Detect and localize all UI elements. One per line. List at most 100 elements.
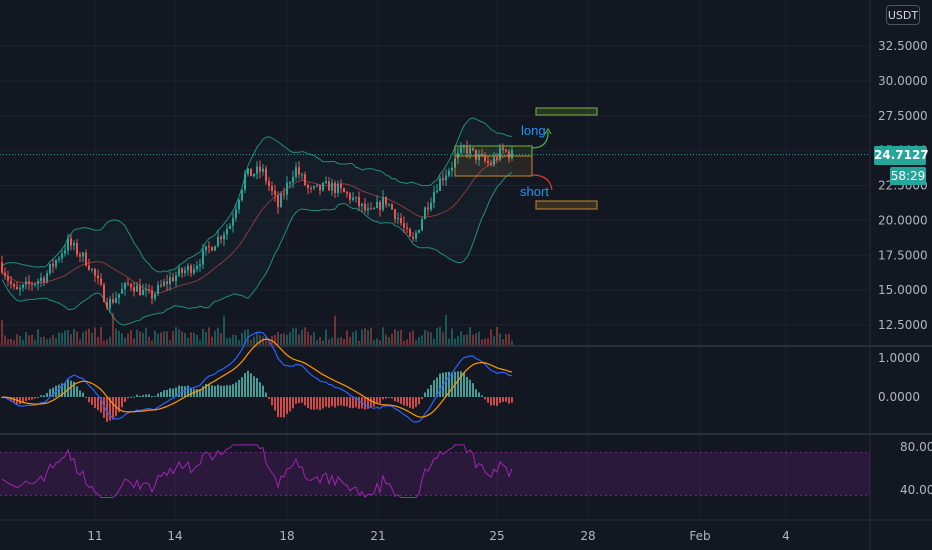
macd-signal-line — [1, 338, 513, 418]
candle-body — [85, 252, 87, 266]
currency-selector-button[interactable]: USDT — [886, 5, 920, 25]
bollinger-lower-line — [1, 171, 513, 326]
candle — [193, 264, 195, 276]
volume-bar — [88, 328, 90, 345]
volume-bar — [163, 331, 165, 345]
macd-histogram-bar — [130, 396, 132, 398]
candle-body — [367, 208, 369, 211]
macd-histogram-bar — [229, 385, 231, 397]
volume-bar — [85, 330, 87, 345]
volume-bar — [79, 339, 81, 345]
candle-body — [499, 147, 501, 160]
candle — [442, 173, 444, 186]
candle-body — [388, 204, 390, 206]
volume-bar — [304, 327, 306, 345]
macd-histogram-bar — [412, 397, 414, 409]
macd-histogram-bar — [64, 382, 66, 397]
macd-histogram-bar — [388, 397, 390, 398]
macd-histogram-bar — [250, 373, 252, 397]
macd-histogram-bar — [289, 397, 291, 412]
candle-body — [67, 238, 69, 251]
volume-bar — [418, 336, 420, 345]
macd-histogram-bar — [73, 381, 75, 397]
volume-bar — [196, 334, 198, 345]
candle-body — [439, 178, 441, 191]
candle-body — [229, 225, 231, 229]
candle — [355, 196, 357, 203]
candle — [79, 251, 81, 263]
candle — [181, 267, 183, 278]
macd-histogram-bar — [406, 397, 408, 407]
candle — [400, 213, 402, 226]
candle — [382, 190, 384, 212]
volume-bar — [244, 330, 246, 345]
macd-histogram-bar — [382, 397, 384, 400]
macd-histogram-bar — [175, 387, 177, 397]
macd-histogram-bar — [163, 390, 165, 397]
candle-body — [1, 262, 3, 273]
volume-bar — [313, 332, 315, 345]
candle — [478, 149, 480, 166]
macd-histogram-bar — [265, 392, 267, 397]
candle-body — [511, 150, 513, 159]
macd-histogram-bar — [466, 376, 468, 397]
candle-body — [118, 293, 120, 299]
candle-body — [43, 277, 45, 283]
volume-bar — [349, 336, 351, 345]
candle — [226, 224, 228, 240]
macd-histogram-bar — [304, 397, 306, 406]
candle — [157, 281, 159, 297]
candle — [217, 230, 219, 248]
candle — [208, 241, 210, 254]
rsi-band-fill — [0, 452, 870, 496]
candle-body — [493, 157, 495, 165]
candle-body — [325, 181, 327, 183]
volume-bar — [172, 331, 174, 345]
candle-body — [403, 223, 405, 228]
candle-body — [253, 173, 255, 177]
candle — [502, 143, 504, 155]
candle-body — [112, 299, 114, 303]
candle — [322, 181, 324, 192]
volume-bar — [10, 338, 12, 345]
candle — [379, 200, 381, 217]
volume-bar — [142, 332, 144, 345]
candle — [466, 140, 468, 159]
macd-histogram-bar — [202, 386, 204, 397]
volume-bar — [262, 336, 264, 345]
candle-body — [508, 151, 510, 159]
candle-body — [148, 289, 150, 291]
volume-bar — [457, 336, 459, 345]
candle — [310, 185, 312, 193]
candle-body — [385, 196, 387, 205]
rsi-tick-label: 80.00 — [900, 440, 932, 454]
volume-bar — [178, 329, 180, 345]
macd-histogram-bar — [460, 371, 462, 397]
candle-body — [226, 228, 228, 235]
macd-histogram-bar — [28, 397, 30, 401]
macd-histogram-bar — [502, 397, 504, 402]
candle-body — [130, 284, 132, 288]
candle-body — [265, 168, 267, 182]
candle — [421, 216, 423, 232]
volume-bar — [148, 336, 150, 345]
macd-tick-label: 1.0000 — [878, 351, 920, 365]
candle-body — [442, 178, 444, 181]
price-tick-label: 20.0000 — [878, 213, 928, 227]
candle — [412, 231, 414, 242]
macd-histogram-bar — [484, 397, 486, 400]
volume-bar — [82, 332, 84, 345]
macd-histogram-bar — [427, 388, 429, 397]
volume-bar — [70, 334, 72, 345]
candle-body — [400, 217, 402, 224]
volume-bar — [154, 330, 156, 345]
volume-bar — [343, 339, 345, 345]
candle — [16, 282, 18, 290]
candle-body — [25, 281, 27, 285]
macd-histogram-bar — [25, 397, 27, 401]
candle — [430, 197, 432, 212]
candle — [364, 197, 366, 214]
grid-lines — [0, 0, 870, 518]
